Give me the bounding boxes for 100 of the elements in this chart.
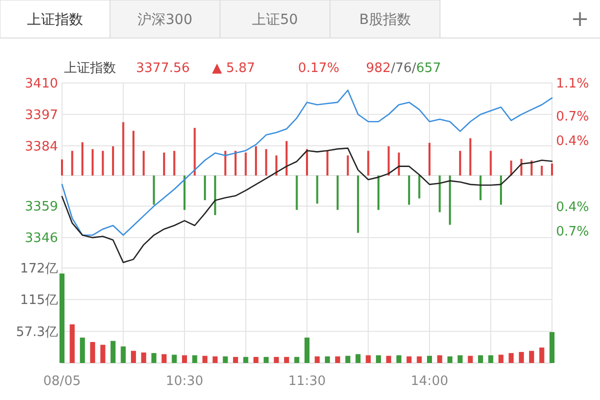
bar [530, 160, 533, 176]
y-tick-label: 172亿 [20, 262, 58, 277]
bar [539, 348, 544, 363]
y-tick-label: 3346 [24, 231, 58, 246]
bar [357, 176, 360, 233]
bar [286, 141, 288, 176]
bar [141, 352, 146, 363]
bar [428, 142, 430, 176]
bar [346, 155, 349, 176]
bar [427, 356, 432, 363]
bar [448, 176, 451, 225]
text: B股指数 [359, 12, 411, 28]
y2-tick-label: 0.7% [556, 109, 590, 124]
y2-tick-label: 0.4% [556, 134, 590, 150]
bar [345, 356, 350, 363]
bar [468, 356, 473, 363]
bar [388, 146, 390, 176]
bar [162, 354, 167, 363]
bar [478, 355, 484, 363]
bar [406, 356, 412, 363]
bar [490, 150, 492, 176]
y-tick-label: 3359 [24, 200, 58, 215]
y2-tick-label: 0.7% [556, 224, 590, 240]
bar [459, 150, 462, 176]
bar [274, 356, 279, 363]
bar [264, 356, 269, 363]
bar [71, 150, 74, 176]
bar [80, 338, 85, 363]
bar [386, 356, 392, 363]
x-tick-label: 11:30 [288, 374, 326, 389]
bar [550, 332, 554, 363]
bar [377, 176, 380, 210]
bar [551, 163, 553, 176]
bar [284, 356, 290, 363]
bar [480, 176, 482, 200]
bar [376, 355, 381, 363]
bar [324, 356, 330, 363]
bar [314, 356, 320, 363]
bar [469, 138, 472, 176]
bar [130, 350, 136, 363]
bar [488, 355, 494, 363]
y2-tick-label: 0.4% [556, 200, 590, 215]
y-tick-label: 3384 [24, 139, 58, 154]
bar [120, 346, 126, 363]
bar [253, 356, 258, 363]
bar [275, 155, 278, 176]
bar [408, 176, 410, 205]
bar [100, 344, 106, 363]
bar [243, 356, 248, 363]
bar [316, 176, 318, 204]
x-tick-label: 10:30 [166, 374, 204, 389]
x-tick-label: 14:00 [410, 374, 448, 389]
chart-title: 上证指数 [64, 61, 116, 76]
bar [396, 355, 402, 363]
text: 0.17% [298, 61, 340, 76]
bar [142, 150, 145, 176]
bar [458, 355, 463, 363]
bar [265, 149, 268, 176]
bar [244, 152, 247, 176]
text: ▲ 5.87 [212, 61, 256, 76]
bar [112, 146, 114, 176]
bar [294, 356, 300, 363]
text: 上证50 [252, 12, 298, 28]
bar [202, 356, 208, 363]
bar [204, 176, 206, 200]
bar [163, 152, 166, 176]
bar [438, 176, 441, 212]
bar [214, 176, 216, 216]
bar [222, 356, 228, 363]
bar [234, 150, 237, 176]
bar [416, 356, 422, 363]
y-tick-label: 3410 [24, 76, 58, 92]
bar [92, 149, 94, 176]
bar [233, 356, 238, 363]
text: 上证指数 [27, 12, 83, 28]
bar [184, 176, 186, 210]
bar [326, 150, 328, 176]
y2-tick-label: 1.1% [556, 76, 590, 92]
bar [60, 274, 64, 363]
bar [304, 338, 310, 363]
text: + [570, 7, 590, 32]
bar [508, 353, 514, 363]
bar [518, 352, 524, 363]
bar [90, 342, 96, 363]
bar [81, 142, 84, 176]
bar [172, 354, 177, 363]
bar [173, 150, 176, 176]
bar [335, 356, 340, 363]
bar [212, 356, 218, 363]
text: 982/76/657 [366, 61, 441, 76]
bar [110, 340, 116, 363]
bar [122, 122, 124, 176]
line-series [61, 90, 553, 236]
bar [437, 355, 442, 363]
text: 沪深300 [138, 12, 192, 28]
y-tick-label: 57.3亿 [16, 324, 58, 340]
bar [447, 356, 452, 363]
bar [366, 355, 371, 363]
bar [132, 130, 134, 176]
y-tick-label: 115亿 [20, 293, 58, 308]
